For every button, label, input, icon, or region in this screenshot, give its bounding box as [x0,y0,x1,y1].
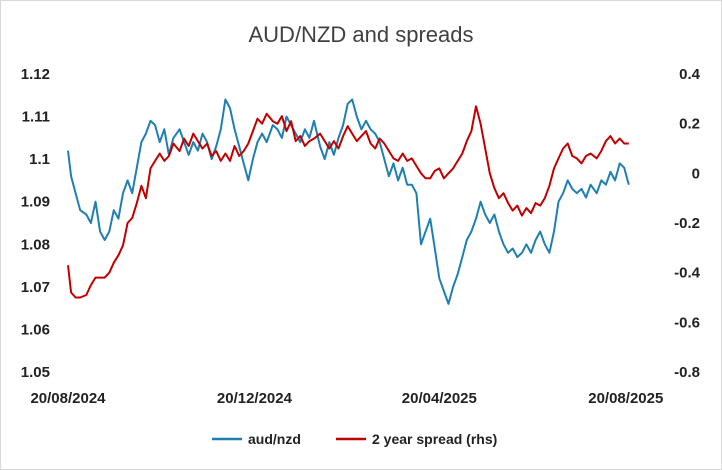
legend-label-audnzd: aud/nzd [248,431,301,447]
x-tick-3: 20/08/2025 [588,390,663,407]
y-left-tick-labels: 1.05 1.06 1.07 1.08 1.09 1.1 1.11 1.12 [21,66,50,381]
x-tick-1: 20/12/2024 [217,390,293,407]
y-left-tick-4: 1.09 [21,194,50,211]
y-left-tick-6: 1.11 [22,109,50,126]
y-right-tick-0: -0.8 [674,364,700,381]
chart-title: AUD/NZD and spreads [249,22,474,47]
x-tick-2: 20/04/2025 [402,390,477,407]
x-tick-0: 20/08/2024 [30,390,106,407]
y-right-tick-5: 0.2 [679,116,700,133]
y-left-tick-0: 1.05 [21,364,50,381]
x-tick-labels: 20/08/2024 20/12/2024 20/04/2025 20/08/2025 [30,390,663,407]
y-right-tick-3: -0.2 [674,215,700,232]
y-right-tick-6: 0.4 [679,66,701,83]
y-left-tick-2: 1.07 [21,279,50,296]
y-left-tick-5: 1.1 [29,151,50,168]
series-line-1 [67,105,629,299]
legend: aud/nzd 2 year spread (rhs) [212,431,497,447]
series-lines [67,98,630,305]
y-left-tick-1: 1.06 [21,321,50,338]
series-line-0 [67,98,630,305]
y-left-tick-7: 1.12 [21,66,50,83]
y-right-tick-2: -0.4 [674,265,701,282]
y-right-tick-1: -0.6 [674,314,700,331]
legend-label-spread: 2 year spread (rhs) [372,431,497,447]
y-right-tick-4: 0 [692,165,700,182]
y-left-tick-3: 1.08 [21,236,50,253]
y-right-tick-labels: -0.8 -0.6 -0.4 -0.2 0 0.2 0.4 [674,66,701,381]
